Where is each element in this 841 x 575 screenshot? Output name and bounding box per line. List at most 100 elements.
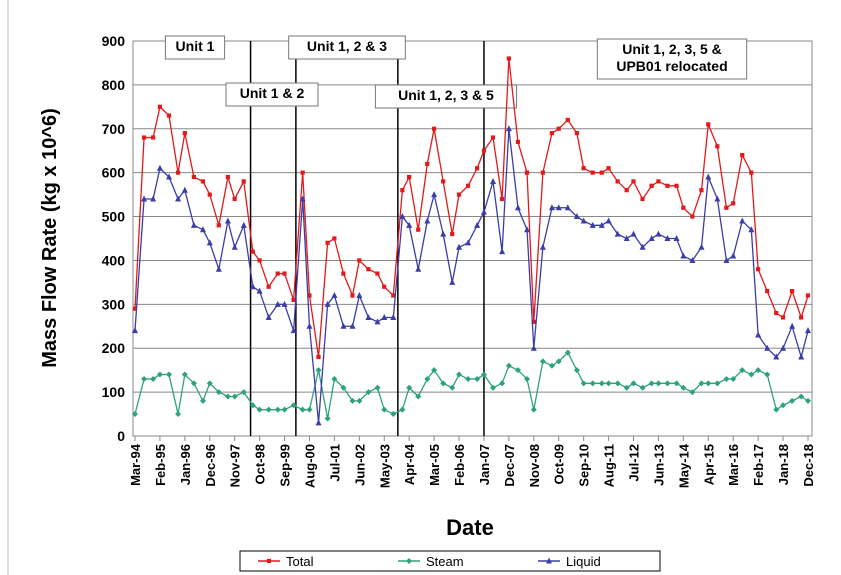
marker: [656, 179, 661, 184]
marker: [275, 271, 280, 276]
marker: [748, 371, 755, 378]
marker: [773, 406, 780, 413]
marker: [505, 125, 512, 132]
marker: [215, 389, 222, 396]
marker: [614, 380, 621, 387]
marker: [505, 362, 512, 369]
marker: [480, 208, 487, 215]
marker: [764, 371, 771, 378]
marker: [665, 183, 670, 188]
marker: [415, 265, 422, 272]
marker: [689, 389, 696, 396]
marker: [598, 221, 605, 228]
series: [132, 125, 811, 426]
legend-label: Steam: [426, 554, 464, 569]
marker: [365, 314, 372, 320]
marker: [399, 406, 406, 413]
marker: [530, 406, 537, 413]
annotation-box: [288, 35, 406, 60]
marker: [407, 174, 412, 180]
marker: [614, 230, 621, 237]
y-tick-label: 500: [102, 209, 126, 225]
marker: [381, 314, 388, 320]
marker: [648, 235, 655, 241]
marker: [366, 267, 371, 272]
marker: [425, 161, 430, 166]
marker: [406, 221, 413, 228]
marker: [307, 293, 312, 298]
marker: [150, 375, 157, 382]
marker: [132, 327, 138, 334]
x-tick-label: Mar-94: [128, 443, 143, 486]
x-tick-label: Sep-99: [278, 444, 293, 487]
marker: [648, 380, 655, 387]
marker: [274, 406, 281, 413]
marker: [315, 367, 322, 374]
marker: [391, 293, 396, 298]
legend-box: [239, 550, 661, 572]
marker: [674, 183, 679, 188]
marker: [266, 558, 272, 564]
marker: [555, 204, 562, 211]
marker: [724, 205, 729, 210]
marker: [765, 289, 770, 294]
marker: [481, 148, 487, 153]
marker: [798, 353, 805, 360]
marker: [689, 256, 696, 263]
marker: [390, 411, 397, 418]
marker: [530, 344, 537, 351]
annotation-text: Unit 1: [176, 38, 215, 54]
x-tick-label: Nov-97: [228, 444, 243, 487]
marker: [706, 122, 711, 127]
marker: [548, 362, 555, 369]
marker: [374, 384, 381, 391]
marker: [431, 126, 437, 131]
y-tick-label: 900: [102, 33, 126, 49]
marker: [756, 267, 761, 272]
marker: [190, 221, 197, 228]
marker: [805, 293, 811, 298]
marker: [580, 217, 587, 224]
marker: [539, 358, 546, 365]
marker: [250, 249, 255, 254]
y-tick-label: 700: [102, 121, 126, 137]
marker: [281, 300, 288, 307]
marker: [664, 380, 671, 387]
x-tick-label: Apr-04: [402, 443, 417, 485]
marker: [324, 415, 331, 422]
marker: [606, 166, 611, 171]
x-tick-label: Dec-96: [203, 444, 218, 487]
marker: [764, 344, 771, 351]
marker: [175, 411, 182, 418]
marker: [755, 331, 762, 338]
x-tick-label: Sep-10: [577, 444, 592, 487]
marker: [581, 166, 586, 171]
legend: Total Steam Liquid: [239, 550, 661, 572]
marker: [132, 306, 138, 311]
marker: [598, 380, 605, 387]
marker: [655, 230, 662, 237]
marker: [730, 252, 737, 259]
marker: [232, 196, 237, 202]
annotation-text: Unit 1, 2, 3, 5 &: [622, 41, 722, 57]
marker: [755, 367, 762, 374]
marker: [340, 384, 347, 391]
marker: [291, 297, 296, 303]
x-tick-label: Dec-07: [502, 444, 517, 487]
marker: [165, 173, 172, 180]
marker: [399, 213, 406, 220]
marker: [714, 380, 721, 387]
marker: [340, 322, 347, 329]
marker: [524, 226, 531, 233]
marker: [249, 402, 256, 409]
marker: [406, 558, 412, 564]
y-tick-label: 100: [102, 384, 126, 400]
marker: [474, 221, 481, 228]
marker: [723, 256, 730, 263]
x-tick-label: May-14: [676, 443, 691, 488]
y-tick-label: 200: [102, 340, 126, 356]
marker: [805, 327, 811, 334]
marker: [565, 117, 570, 123]
marker: [590, 170, 595, 175]
marker: [630, 230, 637, 237]
